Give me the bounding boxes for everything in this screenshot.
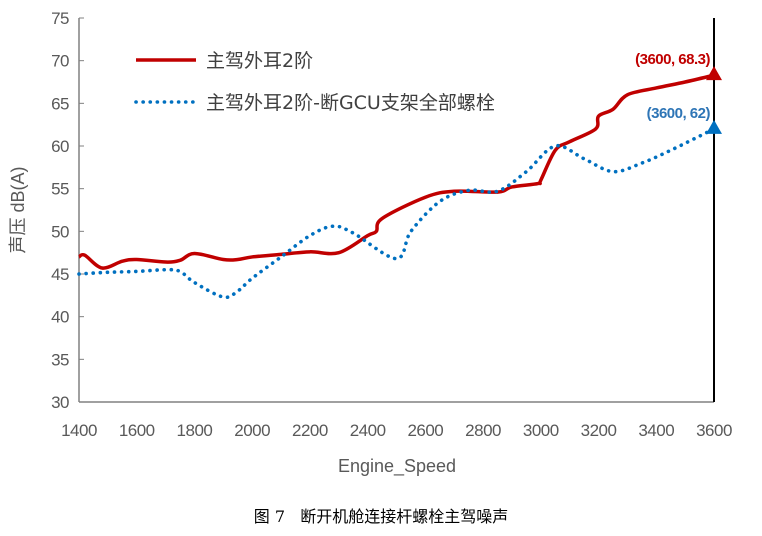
y-tick-label: 55: [51, 180, 69, 199]
figure-caption: 图 7 断开机舱连接杆螺栓主驾噪声: [253, 507, 509, 526]
end-marker-triangle: [706, 119, 722, 134]
x-tick-label: 1600: [119, 421, 155, 440]
y-tick-label: 30: [51, 393, 69, 412]
x-tick-label: 3200: [581, 421, 617, 440]
line-chart: 30 35 40 45 50 55 60 65 70 75 1400 1600 1800 2000 2200…: [8, 9, 732, 477]
end-marker-triangle: [706, 66, 722, 81]
y-axis-label: 声压 dB(A): [8, 166, 28, 253]
y-tick-label: 50: [51, 222, 69, 241]
x-tick-label: 1400: [61, 421, 97, 440]
x-tick-label: 1800: [177, 421, 213, 440]
y-tick-label: 60: [51, 137, 69, 156]
data-label: (3600, 68.3): [635, 51, 710, 68]
x-tick-label: 3400: [638, 421, 674, 440]
y-tick-label: 35: [51, 350, 69, 369]
x-tick-label: 3000: [523, 421, 559, 440]
legend-label-1: 主驾外耳2阶: [206, 50, 313, 72]
x-axis-label: Engine_Speed: [338, 456, 456, 477]
x-tick-label: 2200: [292, 421, 328, 440]
x-tick-label: 2800: [465, 421, 501, 440]
series-line-1: [78, 73, 715, 270]
y-tick-label: 75: [51, 9, 69, 28]
x-tick-label: 2400: [350, 421, 386, 440]
y-tick-label: 45: [51, 265, 69, 284]
data-label: (3600, 62): [647, 105, 711, 122]
series-line-2: [77, 127, 716, 300]
x-tick-label: 2000: [234, 421, 270, 440]
y-tick-label: 40: [51, 308, 69, 327]
x-tick-label: 3600: [696, 421, 732, 440]
x-tick-label: 2600: [407, 421, 443, 440]
legend-label-2: 主驾外耳2阶-断GCU支架全部螺栓: [206, 92, 495, 114]
y-tick-label: 70: [51, 52, 69, 71]
y-tick-label: 65: [51, 94, 69, 113]
